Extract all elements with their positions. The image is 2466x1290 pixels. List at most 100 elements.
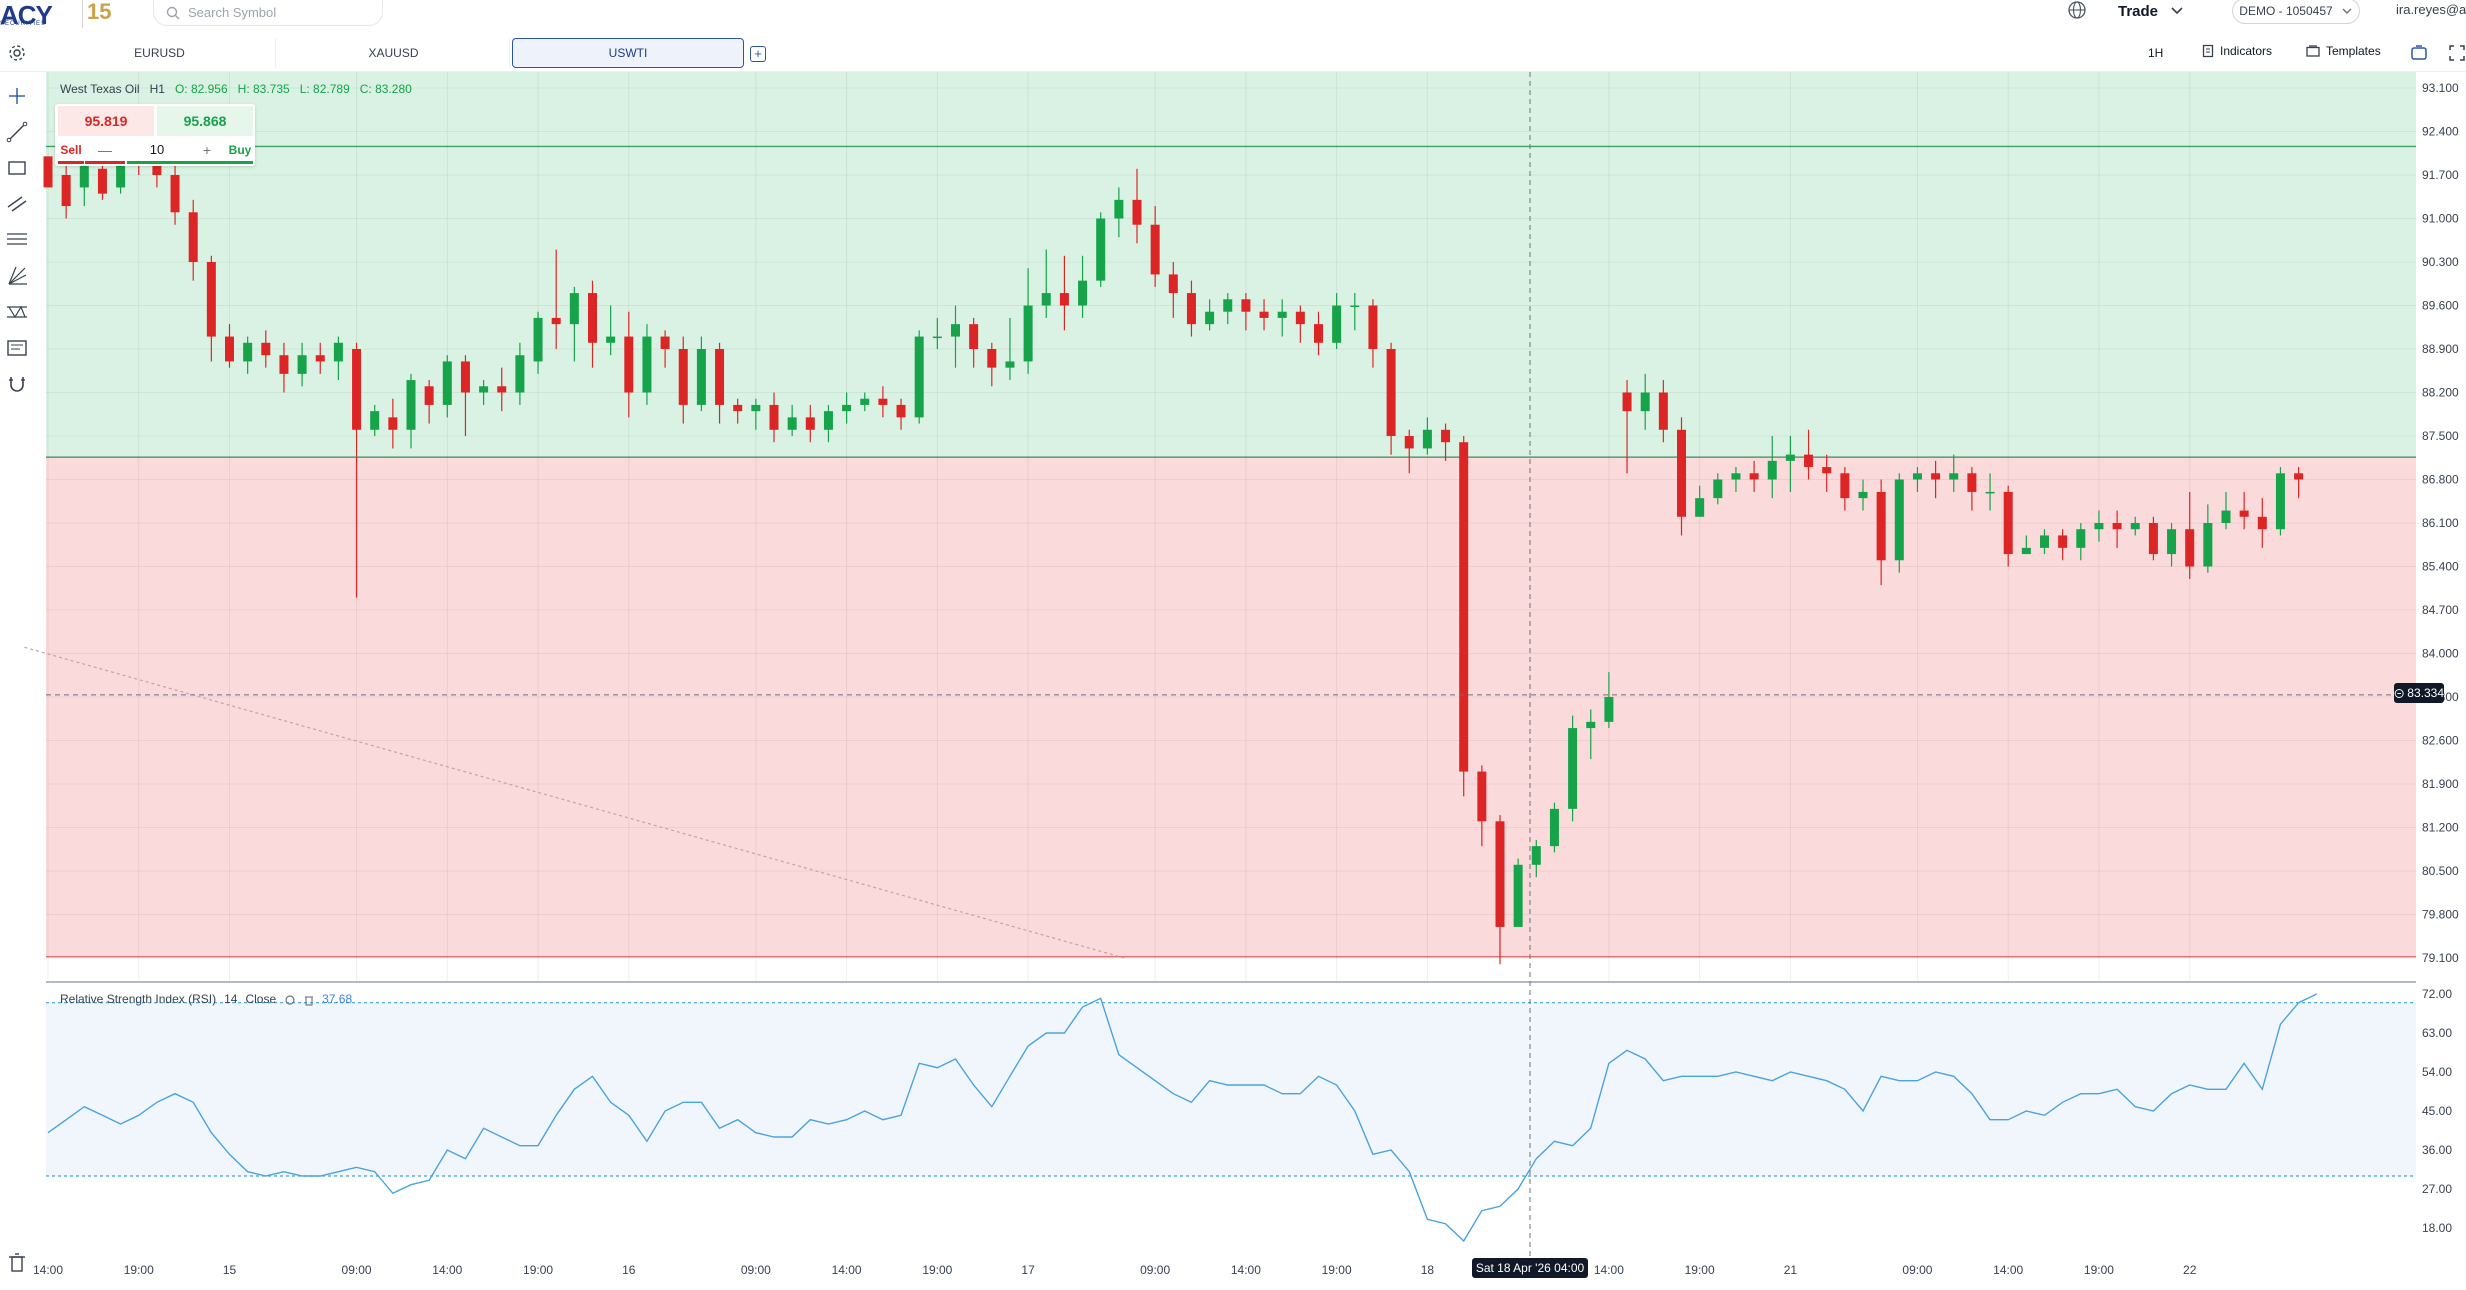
- rsi-name: Relative Strength Index (RSI): [60, 992, 217, 1006]
- candle-body: [1894, 479, 1904, 561]
- buy-price[interactable]: 95.868: [157, 106, 253, 136]
- account-selector[interactable]: DEMO - 1050457: [2232, 0, 2360, 24]
- candle-body: [2058, 535, 2068, 548]
- candle-body: [2021, 547, 2031, 555]
- time-tick-label: 09:00: [741, 1263, 771, 1277]
- buy-button[interactable]: Buy: [227, 138, 253, 164]
- indicators-button[interactable]: Indicators: [2202, 44, 2272, 58]
- time-tick-label: 17: [1021, 1263, 1035, 1277]
- time-tick-label: 19:00: [1322, 1263, 1352, 1277]
- templates-icon: [2306, 45, 2320, 57]
- candle-body: [2167, 529, 2177, 555]
- candle-body: [370, 411, 380, 430]
- ohlc-legend: West Texas Oil H1 O: 82.956 H: 83.735 L:…: [60, 82, 412, 96]
- text-note-tool[interactable]: [4, 335, 30, 361]
- quantity-input[interactable]: 10: [127, 138, 187, 164]
- price-tick-label: 79.800: [2422, 908, 2459, 922]
- candle-body: [860, 398, 870, 405]
- candle-body: [588, 293, 597, 343]
- add-tab-button[interactable]: +: [750, 46, 766, 62]
- candle-body: [896, 404, 906, 418]
- sell-button[interactable]: Sell: [58, 138, 84, 164]
- trash-icon[interactable]: [304, 994, 314, 1006]
- candle-body: [1023, 305, 1033, 362]
- fullscreen-icon[interactable]: [2448, 44, 2466, 62]
- account-label: DEMO - 1050457: [2239, 4, 2333, 18]
- sell-price[interactable]: 95.819: [58, 106, 154, 136]
- search-input[interactable]: [188, 5, 368, 20]
- time-tick-label: 09:00: [342, 1263, 372, 1277]
- rsi-value: 37.68: [322, 992, 353, 1006]
- gear-icon[interactable]: [6, 42, 28, 64]
- search-box[interactable]: [153, 0, 383, 26]
- time-tick-label: 14:00: [1993, 1263, 2023, 1277]
- time-tick-label: 16: [622, 1263, 636, 1277]
- candles-layer: [43, 137, 2304, 965]
- rectangle-tool[interactable]: [4, 155, 30, 181]
- loss-zone: [46, 457, 2416, 957]
- candle-body: [1586, 721, 1596, 729]
- layout-icon[interactable]: [2410, 44, 2428, 62]
- candle-body: [987, 349, 997, 368]
- increase-quantity-button[interactable]: +: [187, 138, 227, 164]
- tab-xauusd[interactable]: XAUUSD: [278, 38, 510, 68]
- pattern-tool[interactable]: [4, 299, 30, 325]
- settings-icon[interactable]: [284, 994, 296, 1006]
- candle-body: [2257, 516, 2267, 530]
- candle-body: [1150, 224, 1160, 275]
- tab-label: EURUSD: [134, 46, 185, 60]
- time-tick-label: 22: [2183, 1263, 2197, 1277]
- trash-tool[interactable]: [4, 1250, 30, 1276]
- decrease-quantity-button[interactable]: —: [85, 138, 125, 164]
- candle-body: [932, 336, 942, 339]
- candle-body: [1422, 429, 1432, 449]
- price-tick-label: 86.100: [2422, 516, 2459, 530]
- candle-body: [715, 349, 725, 405]
- candle-body: [533, 317, 543, 362]
- brand-logo[interactable]: ACY SECURITIES 15: [0, 0, 120, 30]
- time-tick-label: 09:00: [1902, 1263, 1932, 1277]
- rsi-tick-label: 36.00: [2422, 1143, 2452, 1157]
- price-tick-label: 84.700: [2422, 603, 2459, 617]
- candle-body: [1005, 361, 1015, 368]
- interval-label: H1: [149, 82, 165, 96]
- candle-body: [315, 355, 325, 362]
- time-tick-label: 14:00: [832, 1263, 862, 1277]
- timeframe-selector[interactable]: 1H: [2148, 46, 2164, 60]
- rsi-tick-label: 54.00: [2422, 1065, 2452, 1079]
- candle-body: [1368, 305, 1378, 349]
- time-tick-label: 14:00: [1231, 1263, 1261, 1277]
- candle-body: [1168, 274, 1178, 294]
- candle-body: [1277, 311, 1287, 318]
- tab-eurusd[interactable]: EURUSD: [44, 38, 276, 68]
- candle-body: [1804, 454, 1814, 468]
- templates-button[interactable]: Templates: [2306, 44, 2381, 58]
- rsi-source: Close: [245, 992, 277, 1006]
- globe-icon[interactable]: [2066, 0, 2088, 22]
- tab-uswti[interactable]: USWTI: [512, 38, 744, 68]
- candle-body: [1350, 305, 1360, 307]
- close-value: C: 83.280: [359, 82, 412, 96]
- candle-body: [2239, 510, 2249, 517]
- candle-body: [2130, 523, 2140, 530]
- fibonacci-tool[interactable]: [4, 227, 30, 253]
- crosshair-tool[interactable]: [4, 83, 30, 109]
- channel-tool[interactable]: [4, 191, 30, 217]
- low-value: L: 82.789: [299, 82, 350, 96]
- gann-fan-tool[interactable]: [4, 263, 30, 289]
- crosshair-icon: [9, 88, 25, 104]
- trade-menu[interactable]: Trade: [2118, 0, 2184, 22]
- candle-body: [1477, 771, 1487, 822]
- price-tick-label: 86.800: [2422, 473, 2459, 487]
- candle-body: [1314, 324, 1323, 343]
- candle-body: [1949, 473, 1959, 480]
- trendline-tool[interactable]: [4, 119, 30, 145]
- price-tick-label: 88.900: [2422, 342, 2459, 356]
- price-tick-label: 93.100: [2422, 81, 2459, 95]
- candle-body: [1386, 349, 1396, 436]
- top-bar: ACY SECURITIES 15 Trade DEMO - 1050457: [0, 0, 2466, 32]
- magnet-tool[interactable]: [4, 371, 30, 397]
- rsi-period: 14: [224, 992, 238, 1006]
- user-email[interactable]: ira.reyes@ac: [2396, 2, 2466, 17]
